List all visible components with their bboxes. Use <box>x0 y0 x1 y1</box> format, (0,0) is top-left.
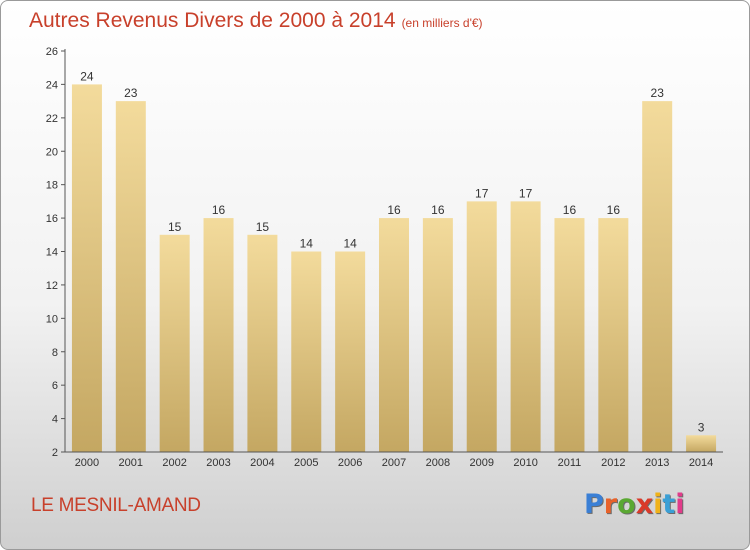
x-tick-label: 2003 <box>206 457 230 469</box>
axes-group: 2000 2001 2002 2003 2004 2005 2006 2007 2008 2009… <box>46 46 723 469</box>
bar-2013 <box>642 101 673 452</box>
bar-value-label: 16 <box>607 203 621 217</box>
x-tick-label: 2006 <box>338 457 362 469</box>
y-tick-label: 2 <box>52 447 58 459</box>
y-tick-label: 4 <box>52 414 58 426</box>
proxiti-logo: Proxiti <box>584 489 685 520</box>
bar-2006 <box>335 251 366 452</box>
bar-2001 <box>115 101 146 452</box>
y-tick-label: 24 <box>46 79 58 91</box>
bar-2009 <box>466 201 497 452</box>
logo-letter: P <box>584 489 604 520</box>
chart-title: Autres Revenus Divers de 2000 à 2014 (en … <box>29 9 483 33</box>
title-text: Autres Revenus Divers de 2000 à 2014 <box>29 9 396 32</box>
bars-group: 24 23 15 16 15 14 14 16 16 17 17 16 16 23 3 <box>71 69 717 453</box>
bar-2005 <box>291 251 322 452</box>
bar-2007 <box>379 218 409 452</box>
bar-value-label: 23 <box>651 86 665 100</box>
y-tick-label: 18 <box>46 180 58 192</box>
bar-2003 <box>203 218 234 452</box>
bar-value-label: 17 <box>475 186 489 200</box>
y-tick-label: 20 <box>46 146 58 158</box>
title-unit: (en milliers d'€) <box>401 16 483 30</box>
bar-value-label: 24 <box>80 69 94 83</box>
y-tick-label: 26 <box>46 46 58 58</box>
y-tick-label: 8 <box>52 347 58 359</box>
logo-letter: i <box>675 489 685 520</box>
y-tick-label: 22 <box>46 113 58 125</box>
x-tick-label: 2013 <box>645 457 669 469</box>
bar-2000 <box>71 84 102 453</box>
commune-name: LE MESNIL-AMAND <box>31 495 201 516</box>
x-tick-label: 2011 <box>558 457 582 469</box>
y-tick-label: 12 <box>46 280 58 292</box>
bar-value-label: 23 <box>124 86 138 100</box>
y-tick-label: 14 <box>46 247 58 259</box>
x-tick-label: 2012 <box>601 457 625 469</box>
bar-value-label: 16 <box>387 203 401 217</box>
y-tick-label: 16 <box>46 213 58 225</box>
x-tick-label: 2001 <box>119 457 143 469</box>
x-tick-label: 2008 <box>426 457 450 469</box>
bar-2010 <box>510 201 541 452</box>
bar-2011 <box>554 218 585 452</box>
x-tick-label: 2002 <box>162 457 186 469</box>
bar-2012 <box>598 218 629 452</box>
x-tick-label: 2005 <box>294 457 318 469</box>
bar-value-label: 3 <box>698 420 705 434</box>
logo-letter: i <box>653 489 663 520</box>
x-tick-label: 2000 <box>75 457 99 469</box>
bar-value-label: 16 <box>212 203 226 217</box>
bar-2002 <box>159 234 190 452</box>
bar-value-label: 17 <box>519 186 533 200</box>
x-tick-label: 2014 <box>689 457 713 469</box>
logo-letter: o <box>617 489 636 520</box>
bar-2008 <box>422 218 453 452</box>
x-tick-label: 2007 <box>382 457 406 469</box>
x-tick-label: 2004 <box>250 457 274 469</box>
logo-letter: r <box>603 489 618 520</box>
y-tick-label: 10 <box>46 313 58 325</box>
logo-letter: t <box>662 489 676 520</box>
bar-value-label: 15 <box>168 220 182 234</box>
y-tick-label: 6 <box>52 380 58 392</box>
bar-2004 <box>247 234 278 452</box>
bar-2014 <box>686 435 717 452</box>
logo-letter: x <box>635 489 654 520</box>
bar-value-label: 16 <box>431 203 445 217</box>
x-tick-label: 2009 <box>469 457 493 469</box>
bar-value-label: 14 <box>343 237 357 251</box>
bar-value-label: 15 <box>256 220 270 234</box>
x-tick-label: 2010 <box>513 457 537 469</box>
bar-value-label: 16 <box>563 203 577 217</box>
bar-value-label: 14 <box>300 237 314 251</box>
